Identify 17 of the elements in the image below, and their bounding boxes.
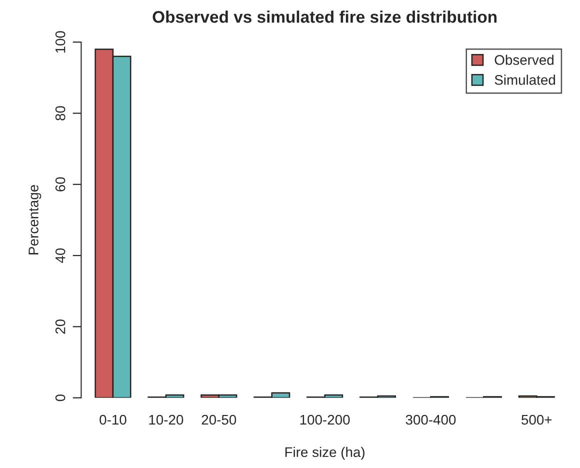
x-tick-label: 20-50: [202, 414, 236, 425]
y-tick-label: 60: [55, 177, 66, 192]
chart-title: Observed vs simulated fire size distribution: [152, 10, 497, 23]
x-tick-label: 0-10: [100, 414, 126, 425]
x-tick-label: 100-200: [300, 414, 350, 425]
x-axis-title: Fire size (ha): [285, 446, 364, 460]
x-tick-label: 300-400: [406, 414, 456, 425]
x-tick-label: 500+: [522, 414, 552, 425]
y-tick-label: 0: [55, 394, 66, 402]
legend-label: Simulated: [494, 74, 556, 85]
x-tick-label: 10-20: [149, 414, 184, 425]
legend-label: Observed: [494, 54, 554, 65]
y-tick-label: 80: [55, 106, 66, 120]
y-tick-label: 100: [55, 31, 66, 53]
y-axis-title: Percentage: [28, 185, 42, 254]
y-tick-label: 20: [55, 319, 66, 334]
y-tick-label: 40: [55, 248, 66, 263]
